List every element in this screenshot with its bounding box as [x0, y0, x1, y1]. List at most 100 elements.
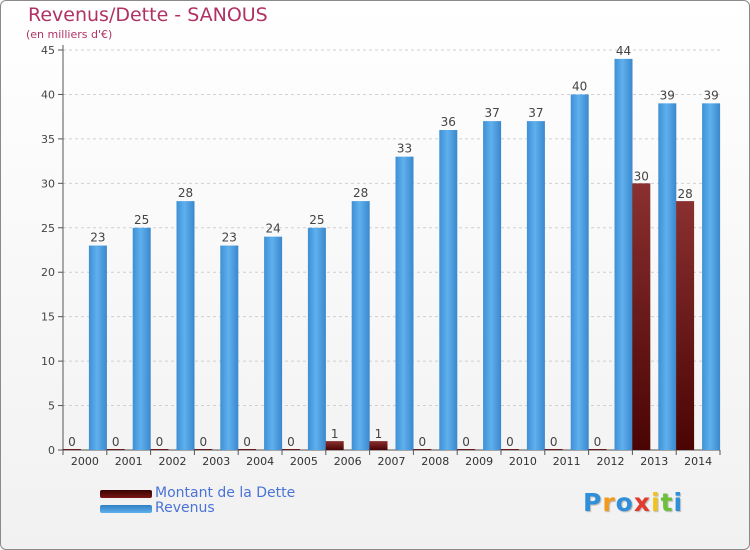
data-label-revenus: 39: [703, 88, 718, 102]
y-tick-label: 10: [41, 355, 55, 368]
x-tick-label: 2009: [465, 455, 493, 468]
x-tick-label: 2000: [71, 455, 99, 468]
legend-label-revenus: Revenus: [155, 500, 215, 516]
data-label-dette: 0: [462, 435, 470, 449]
bar-dette: [632, 183, 651, 451]
legend-swatch-revenus: [100, 505, 152, 513]
data-label-revenus: 37: [528, 106, 543, 120]
y-tick-label: 30: [41, 177, 55, 190]
x-tick-label: 2014: [684, 455, 712, 468]
chart-subtitle: (en milliers d'€): [26, 28, 113, 41]
data-label-dette: 1: [375, 427, 383, 441]
data-label-revenus: 39: [660, 88, 675, 102]
logo-letter: o: [615, 488, 634, 517]
data-label-dette: 0: [199, 435, 207, 449]
x-tick-label: 2008: [421, 455, 449, 468]
data-label-revenus: 33: [397, 142, 412, 156]
data-label-revenus: 28: [353, 186, 368, 200]
y-tick-label: 25: [41, 222, 55, 235]
bar-revenus: [483, 121, 502, 450]
bar-dette: [676, 201, 695, 450]
bar-revenus: [614, 58, 633, 451]
logo-letter: i: [673, 488, 684, 517]
data-label-dette: 0: [112, 435, 120, 449]
data-label-dette: 0: [506, 435, 514, 449]
bar-revenus: [88, 245, 107, 450]
data-label-revenus: 23: [90, 231, 105, 245]
data-label-revenus: 40: [572, 79, 587, 93]
data-label-revenus: 28: [178, 186, 193, 200]
x-tick-label: 2002: [159, 455, 187, 468]
logo-letter: i: [651, 488, 661, 517]
bar-revenus: [439, 130, 458, 450]
bar-dette: [544, 449, 563, 450]
logo-letter: x: [633, 488, 651, 517]
x-tick-label: 2011: [553, 455, 581, 468]
y-tick-label: 35: [41, 133, 55, 146]
bar-revenus: [176, 201, 195, 450]
bar-revenus: [658, 103, 677, 450]
x-tick-label: 2013: [640, 455, 668, 468]
y-tick-label: 40: [41, 88, 55, 101]
x-tick-label: 2001: [115, 455, 143, 468]
chart-title: Revenus/Dette - SANOUS: [28, 4, 268, 26]
data-label-revenus: 25: [134, 213, 149, 227]
data-label-dette: 0: [594, 435, 602, 449]
bar-dette: [325, 441, 344, 450]
logo-letter: r: [602, 488, 616, 517]
bar-revenus: [351, 201, 370, 450]
proxiti-logo: Proxiti: [583, 488, 683, 517]
data-label-dette: 0: [418, 435, 426, 449]
x-tick-label: 2005: [290, 455, 318, 468]
data-label-dette: 0: [550, 435, 558, 449]
bar-dette: [281, 449, 300, 450]
data-label-dette: 30: [634, 169, 649, 183]
data-label-dette: 0: [68, 435, 76, 449]
bar-revenus: [395, 156, 414, 450]
bar-dette: [457, 449, 476, 450]
x-tick-label: 2010: [509, 455, 537, 468]
data-label-revenus: 23: [222, 231, 237, 245]
bar-dette: [150, 449, 169, 450]
data-label-revenus: 36: [441, 115, 456, 129]
legend-swatch-dette: [100, 490, 152, 498]
bar-dette: [106, 449, 125, 450]
y-tick-label: 45: [41, 44, 55, 57]
x-tick-label: 2012: [597, 455, 625, 468]
y-tick-label: 5: [48, 400, 55, 413]
legend-label-dette: Montant de la Dette: [155, 485, 296, 501]
data-label-revenus: 44: [616, 44, 631, 58]
data-label-dette: 0: [243, 435, 251, 449]
data-label-dette: 0: [156, 435, 164, 449]
bar-dette: [369, 441, 388, 450]
data-label-revenus: 24: [265, 222, 280, 236]
bar-dette: [238, 449, 257, 450]
bar-dette: [500, 449, 519, 450]
y-tick-label: 20: [41, 266, 55, 279]
x-tick-label: 2004: [246, 455, 274, 468]
bar-dette: [413, 449, 432, 450]
bar-dette: [588, 449, 607, 450]
data-label-dette: 1: [331, 427, 339, 441]
bar-revenus: [264, 236, 283, 450]
data-label-dette: 28: [677, 187, 692, 201]
logo-letter: P: [583, 488, 603, 517]
bar-revenus: [220, 245, 239, 450]
logo-letter: t: [660, 488, 674, 517]
bar-dette: [194, 449, 213, 450]
bar-revenus: [570, 94, 589, 450]
x-tick-label: 2007: [378, 455, 406, 468]
bar-revenus: [307, 227, 326, 450]
data-label-dette: 0: [287, 435, 295, 449]
data-label-revenus: 37: [484, 106, 499, 120]
y-tick-label: 0: [48, 444, 55, 457]
bar-revenus: [132, 227, 151, 450]
x-tick-label: 2003: [202, 455, 230, 468]
data-label-revenus: 25: [309, 213, 324, 227]
y-tick-label: 15: [41, 311, 55, 324]
bar-revenus: [526, 121, 545, 450]
bar-dette: [62, 449, 81, 450]
x-tick-label: 2006: [334, 455, 362, 468]
bar-revenus: [702, 103, 721, 450]
